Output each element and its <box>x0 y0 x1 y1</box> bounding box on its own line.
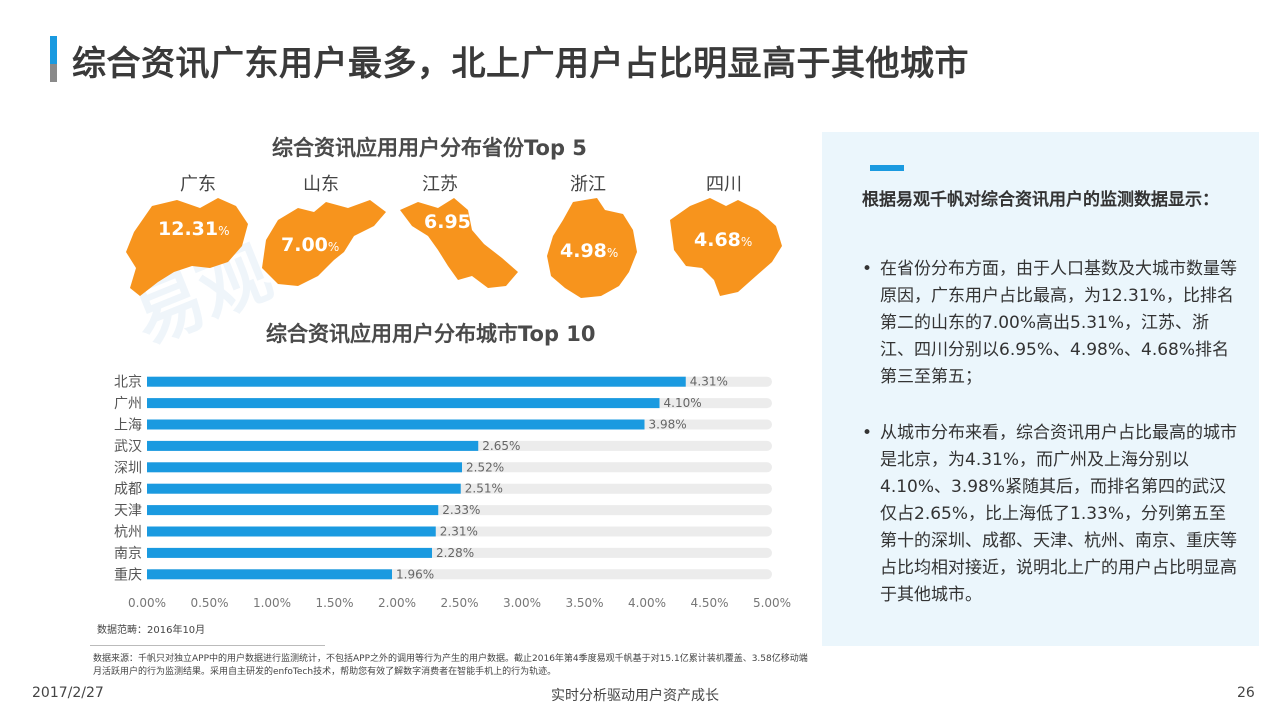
page-title: 综合资讯广东用户最多，北上广用户占比明显高于其他城市 <box>72 44 969 84</box>
bar-9 <box>147 569 392 580</box>
x-tick-label: 2.00% <box>378 596 416 610</box>
city-bar-chart-svg: 北京 4.31% 广州 4.10% 上海 3.98% 武汉 2.65% 深圳 2.52% 成都 2.5… <box>114 375 791 610</box>
footer-slogan: 实时分析驱动用户资产成长 <box>551 688 719 704</box>
x-tick-label: 1.00% <box>253 596 291 610</box>
x-tick-label: 5.00% <box>753 596 791 610</box>
value-label: 2.52% <box>466 460 504 474</box>
x-tick-label: 2.50% <box>440 596 478 610</box>
category-label: 天津 <box>114 503 142 519</box>
city-chart-title: 综合资讯应用用户分布城市Top 10 <box>266 322 596 346</box>
value-label: 3.98% <box>649 418 687 432</box>
province-value: 12.31% <box>158 218 230 240</box>
bar-0 <box>147 376 686 387</box>
panel-accent-bar <box>870 165 904 171</box>
category-label: 成都 <box>114 482 142 498</box>
city-bar-chart: 北京 4.31% 广州 4.10% 上海 3.98% 武汉 2.65% 深圳 2.52% 成都 2.5… <box>90 365 810 615</box>
province-value: 4.98% <box>560 240 619 262</box>
province-name: 山东 <box>303 174 339 195</box>
value-label: 1.96% <box>396 567 434 581</box>
bar-8 <box>147 547 432 558</box>
data-range-note: 数据范畴：2016年10月 <box>97 625 206 636</box>
province-name: 四川 <box>706 174 742 195</box>
bar-1 <box>147 398 660 409</box>
value-label: 2.51% <box>465 482 503 496</box>
panel-bullet-province: 在省份分布方面，由于人口基数及大城市数量等原因，广东用户占比最高，为12.31%… <box>862 256 1242 391</box>
category-label: 武汉 <box>114 439 142 455</box>
category-label: 上海 <box>114 418 142 434</box>
notes-divider <box>90 645 325 646</box>
province-name: 广东 <box>180 174 216 195</box>
province-chart-title: 综合资讯应用用户分布省份Top 5 <box>272 136 587 160</box>
bar-6 <box>147 505 439 516</box>
value-label: 2.65% <box>482 439 520 453</box>
category-label: 广州 <box>114 396 142 412</box>
bar-2 <box>147 419 645 430</box>
x-tick-label: 0.50% <box>190 596 228 610</box>
page-number: 26 <box>1237 685 1255 701</box>
x-tick-label: 4.50% <box>690 596 728 610</box>
province-value: 7.00% <box>281 234 340 256</box>
bar-7 <box>147 526 436 537</box>
footer-date: 2017/2/27 <box>32 685 104 701</box>
province-value: 6.95% <box>424 211 483 233</box>
jiangsu-map-shape <box>400 198 518 288</box>
bar-4 <box>147 462 462 473</box>
guangdong-map-shape <box>126 198 248 296</box>
data-source-note: 数据来源：千帆只对独立APP中的用户数据进行监测统计，不包括APP之外的调用等行… <box>93 654 808 677</box>
province-value: 4.68% <box>694 229 753 251</box>
value-label: 4.31% <box>690 375 728 389</box>
province-name: 江苏 <box>422 174 458 195</box>
bar-5 <box>147 483 461 494</box>
title-accent-bar-grey <box>50 64 57 82</box>
category-label: 重庆 <box>114 567 142 583</box>
panel-bullet-city: 从城市分布来看，综合资讯用户占比最高的城市是北京，为4.31%，而广州及上海分别… <box>862 420 1242 609</box>
zhejiang-map-shape <box>547 198 637 298</box>
x-tick-label: 3.50% <box>565 596 603 610</box>
sichuan-map-shape <box>670 198 782 296</box>
x-tick-label: 3.00% <box>503 596 541 610</box>
x-tick-label: 1.50% <box>315 596 353 610</box>
value-label: 2.31% <box>440 525 478 539</box>
category-label: 南京 <box>114 546 142 562</box>
x-tick-label: 4.00% <box>628 596 666 610</box>
category-label: 深圳 <box>114 460 142 476</box>
value-label: 4.10% <box>664 396 702 410</box>
value-label: 2.28% <box>436 546 474 560</box>
province-name: 浙江 <box>570 174 606 195</box>
category-label: 北京 <box>114 375 142 391</box>
shandong-map-shape <box>262 200 386 286</box>
bar-3 <box>147 440 479 451</box>
value-label: 2.33% <box>442 503 480 517</box>
panel-heading: 根据易观千帆对综合资讯用户的监测数据显示： <box>862 190 1219 210</box>
x-tick-label: 0.00% <box>128 596 166 610</box>
category-label: 杭州 <box>114 525 142 541</box>
title-accent-bar <box>50 36 57 82</box>
